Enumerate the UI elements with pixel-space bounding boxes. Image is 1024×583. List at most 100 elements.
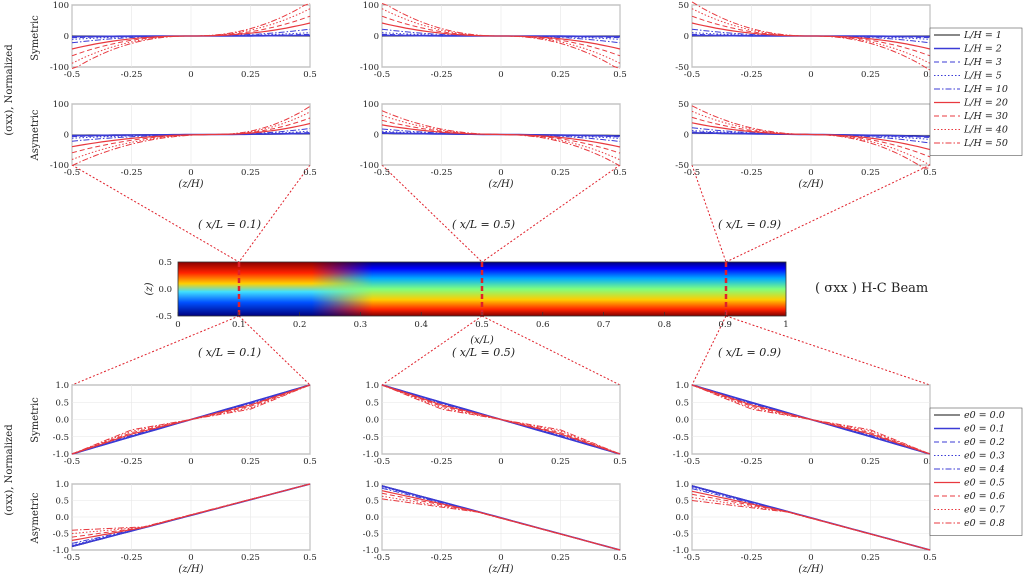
series-line-7 <box>691 497 931 551</box>
x-tick-label: -0.25 <box>121 70 143 80</box>
x-tick-label: 0.25 <box>241 553 260 563</box>
series-line-8 <box>691 500 931 551</box>
beam-x-tick: 0.2 <box>293 320 307 330</box>
series-line-7 <box>691 8 931 64</box>
series-line-6 <box>381 119 621 154</box>
y-tick-label: 50 <box>678 100 689 110</box>
x-tick-label: -0.5 <box>374 553 390 563</box>
beam-y-tick: 0.5 <box>158 258 172 268</box>
legends: L/H = 1 L/H = 2 L/H = 3 L/H = 5 L/H = 10 L/H … <box>929 27 1023 536</box>
x-tick-label: 0 <box>808 457 813 467</box>
y-tick-label: 0.5 <box>55 497 69 507</box>
legend-entry: e0 = 0.5 <box>964 478 1005 489</box>
y-tick-label: 0 <box>684 32 689 42</box>
y-tick-label: 1.0 <box>365 381 379 391</box>
section-connectors <box>71 164 931 386</box>
x-tick-label: 0.25 <box>861 168 880 178</box>
x-tick-label: 0.5 <box>303 168 317 178</box>
series-line-7 <box>381 495 621 551</box>
x-tick-label: -0.25 <box>431 70 453 80</box>
y-tick-label: -1.0 <box>53 450 69 460</box>
legend-entry: L/H = 50 <box>963 138 1008 149</box>
panel-top-symmetric-x0.5: -0.5 -0.25 0 0.25 0.5 100 0 -100 <box>360 1 627 80</box>
legend-e0: e0 = 0.0 e0 = 0.1 e0 = 0.2 e0 = 0.3 e0 = 0.4… <box>929 407 1023 536</box>
beam-y-tick: 0.0 <box>158 285 172 295</box>
x-tick-label: 0 <box>808 553 813 563</box>
section-label-top-0.5: ( x/L = 0.5) <box>452 218 515 231</box>
x-tick-label: 0.25 <box>551 70 570 80</box>
series-line-7 <box>71 483 311 534</box>
y-tick-label: -0.5 <box>363 530 379 540</box>
x-tick-label: -0.25 <box>121 457 143 467</box>
x-axis-label: (z/H) <box>178 564 203 575</box>
x-tick-label: 0.25 <box>861 70 880 80</box>
x-tick-label: -0.25 <box>741 70 763 80</box>
legend-entry: e0 = 0.6 <box>964 491 1005 502</box>
x-tick-label: -0.25 <box>431 168 453 178</box>
series-line-8 <box>71 3 311 69</box>
y-tick-label: 50 <box>678 1 689 11</box>
x-tick-label: -0.5 <box>684 70 700 80</box>
section-label-bottom-0.1: ( x/L = 0.1) <box>198 346 261 359</box>
x-tick-label: -0.5 <box>684 168 700 178</box>
x-tick-label: -0.5 <box>374 168 390 178</box>
legend-entry: e0 = 0.7 <box>964 505 1006 516</box>
series-line-8 <box>691 384 931 455</box>
bottom-normalized-label: (σxx), Normalized <box>4 424 15 516</box>
y-tick-label: 100 <box>363 1 379 11</box>
y-tick-label: 1.0 <box>675 381 689 391</box>
x-tick-label: 0.5 <box>613 70 627 80</box>
x-tick-label: -0.25 <box>121 168 143 178</box>
x-tick-label: -0.5 <box>64 70 80 80</box>
x-tick-label: 0 <box>808 168 813 178</box>
legend-entry: e0 = 0.8 <box>964 518 1005 529</box>
legend-entry: e0 = 0.2 <box>964 437 1005 448</box>
x-axis-label: (z/H) <box>488 179 513 190</box>
legend-LH: L/H = 1 L/H = 2 L/H = 3 L/H = 5 L/H = 10 L/H … <box>929 27 1023 156</box>
series-line-6 <box>691 384 931 455</box>
legend-entry: L/H = 3 <box>963 57 1002 68</box>
x-tick-label: 0.5 <box>303 553 317 563</box>
x-axis-label: (z/H) <box>798 564 823 575</box>
y-tick-label: 1.0 <box>55 381 69 391</box>
y-tick-label: 0.0 <box>675 416 689 426</box>
y-tick-label: -1.0 <box>363 546 379 556</box>
x-tick-label: -0.25 <box>121 553 143 563</box>
y-tick-label: -0.5 <box>53 433 69 443</box>
x-tick-label: -0.25 <box>741 553 763 563</box>
y-tick-label: 0.5 <box>55 398 69 408</box>
beam-x-tick: 0.9 <box>718 320 732 330</box>
y-tick-label: 1.0 <box>55 480 69 490</box>
panel-bottom-asymmetric-x0.9: -0.5 -0.25 0 0.25 0.51.00.50.0-0.5-1.0(z/H) <box>673 480 937 575</box>
x-tick-label: 0 <box>188 168 193 178</box>
beam-heatmap: 0 0.1 0.2 0.3 0.4 0.5 0.6 0.7 0.8 0.9 10.50.0-0.5 … <box>144 258 928 346</box>
y-tick-label: -100 <box>50 63 69 73</box>
section-label-bottom-0.5: ( x/L = 0.5) <box>452 346 515 359</box>
series-line-8 <box>71 483 311 531</box>
x-tick-label: 0.25 <box>861 457 880 467</box>
x-tick-label: -0.5 <box>64 168 80 178</box>
panel-bottom-symmetric-x0.5: -0.5 -0.25 0 0.25 0.51.00.50.0-0.5-1.0 <box>363 381 627 467</box>
series-line-7 <box>71 384 311 455</box>
x-tick-label: 0 <box>498 553 503 563</box>
x-tick-label: 0.5 <box>303 457 317 467</box>
series-line-8 <box>691 105 930 169</box>
y-tick-label: 1.0 <box>675 480 689 490</box>
row-label-top-asymmetric: Asymetric <box>30 109 41 161</box>
x-tick-label: 0 <box>188 457 193 467</box>
x-tick-label: 0.25 <box>241 457 260 467</box>
x-tick-label: 0 <box>808 70 813 80</box>
x-tick-label: -0.5 <box>684 457 700 467</box>
y-tick-label: 0.0 <box>365 513 379 523</box>
x-tick-label: 0.25 <box>241 168 260 178</box>
y-tick-label: -0.5 <box>673 433 689 443</box>
legend-entry: e0 = 0.3 <box>964 451 1005 462</box>
beam-x-tick: 0 <box>175 320 180 330</box>
beam-x-tick: 0.3 <box>354 320 368 330</box>
y-tick-label: -100 <box>360 63 379 73</box>
y-tick-label: -50 <box>675 63 689 73</box>
x-tick-label: 0.25 <box>551 457 570 467</box>
y-tick-label: 0.5 <box>675 398 689 408</box>
x-tick-label: -0.25 <box>431 553 453 563</box>
